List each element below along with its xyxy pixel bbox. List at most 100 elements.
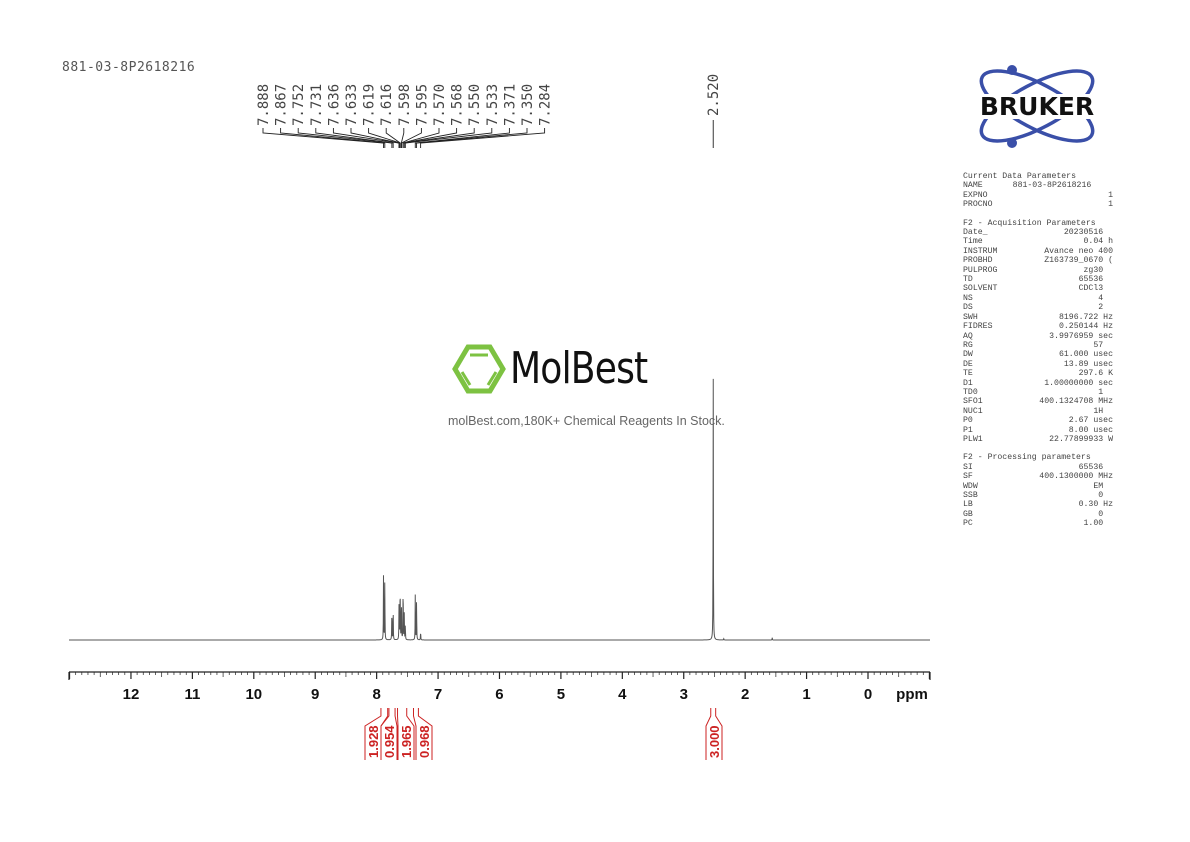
peak-label-leader bbox=[420, 128, 546, 148]
param-key: AQ bbox=[963, 331, 973, 341]
param-value: Z163739_0670 ( bbox=[1044, 256, 1113, 266]
param-key: NUC1 bbox=[963, 406, 983, 416]
integral-value: 0.968 bbox=[417, 725, 432, 758]
param-value: 8.00 usec bbox=[1068, 425, 1113, 435]
param-key: PULPROG bbox=[963, 265, 998, 275]
param-key: SFO1 bbox=[963, 397, 983, 407]
param-value: 1.00 bbox=[1083, 519, 1113, 529]
processing-params-section: F2 - Processing parameters SI 65536 SF 400… bbox=[963, 453, 1113, 528]
param-value: 1H bbox=[1093, 406, 1113, 416]
integral-bracket-right bbox=[406, 708, 415, 760]
param-key: Time bbox=[963, 237, 983, 247]
param-key: EXPNO bbox=[963, 190, 988, 200]
peak-label: 7.619 bbox=[362, 84, 378, 126]
param-value: 4 bbox=[1098, 293, 1113, 303]
param-row: DE 13.89 usec bbox=[963, 360, 1113, 369]
param-row: DS 2 bbox=[963, 303, 1113, 312]
param-key: PROCNO bbox=[963, 200, 993, 210]
param-row: TD 65536 bbox=[963, 275, 1113, 284]
peak-label-leader bbox=[401, 128, 422, 148]
param-row: SOLVENT CDCl3 bbox=[963, 284, 1113, 293]
peak-label-leader bbox=[414, 128, 510, 148]
param-row: Date_ 20230516 bbox=[963, 228, 1113, 237]
param-key: WDW bbox=[963, 481, 978, 491]
peak-label-leader bbox=[402, 128, 458, 148]
param-row: SFO1 400.1324708 MHz bbox=[963, 397, 1113, 406]
peak-label: 7.284 bbox=[538, 84, 554, 126]
param-value: 2 bbox=[1098, 303, 1113, 313]
x-axis-label: ppm bbox=[896, 686, 928, 703]
integral-value: 1.928 bbox=[366, 725, 381, 758]
param-key: SF bbox=[963, 472, 973, 482]
x-tick-label: 9 bbox=[311, 686, 319, 703]
param-row: SI 65536 bbox=[963, 463, 1113, 472]
param-row: AQ 3.9976959 sec bbox=[963, 332, 1113, 341]
param-row: NS 4 bbox=[963, 294, 1113, 303]
peak-label: 7.598 bbox=[397, 84, 413, 126]
param-key: LB bbox=[963, 500, 973, 510]
param-row: WDW EM bbox=[963, 482, 1113, 491]
param-value: 13.89 usec bbox=[1063, 359, 1113, 369]
peak-label: 7.616 bbox=[379, 84, 395, 126]
param-key: NS bbox=[963, 293, 973, 303]
x-tick-label: 3 bbox=[680, 686, 688, 703]
x-tick-label: 8 bbox=[372, 686, 380, 703]
param-value: zg30 bbox=[1083, 265, 1113, 275]
param-key: SOLVENT bbox=[963, 284, 998, 294]
integral-value: 1.965 bbox=[399, 725, 414, 758]
watermark-tagline: molBest.com,180K+ Chemical Reagents In S… bbox=[448, 414, 725, 428]
param-value: 22.77899933 W bbox=[1049, 434, 1113, 444]
peak-label: 7.595 bbox=[414, 84, 430, 126]
peak-label-leader bbox=[403, 128, 475, 148]
param-row: TD0 1 bbox=[963, 388, 1113, 397]
param-row: PULPROG zg30 bbox=[963, 266, 1113, 275]
param-value: 61.000 usec bbox=[1058, 350, 1113, 360]
peak-label: 2.520 bbox=[706, 74, 722, 116]
param-row: EXPNO 1 bbox=[963, 191, 1113, 200]
peak-label-leader bbox=[350, 128, 400, 148]
param-value: 1 bbox=[1098, 387, 1113, 397]
peak-label-leader bbox=[315, 128, 394, 148]
peak-label-leader bbox=[416, 128, 528, 148]
integral-value: 0.954 bbox=[382, 725, 397, 758]
param-key: SSB bbox=[963, 491, 978, 500]
peak-label: 7.752 bbox=[291, 84, 307, 126]
param-row: GB 0 bbox=[963, 510, 1113, 519]
param-key: TD0 bbox=[963, 387, 978, 397]
param-row: P0 2.67 usec bbox=[963, 416, 1113, 425]
param-row: SF 400.1300000 MHz bbox=[963, 472, 1113, 481]
param-key: SI bbox=[963, 462, 973, 472]
param-value: CDCl3 bbox=[1078, 284, 1113, 294]
spectrum-trace bbox=[69, 378, 930, 641]
section-title: F2 - Processing parameters bbox=[963, 453, 1091, 463]
param-row: INSTRUM Avance neo 400 bbox=[963, 247, 1113, 256]
param-key: PC bbox=[963, 519, 973, 529]
param-key: GB bbox=[963, 509, 973, 519]
integral-value: 3.000 bbox=[707, 725, 722, 758]
x-tick-label: 6 bbox=[495, 686, 503, 703]
param-key: FIDRES bbox=[963, 322, 993, 332]
integral-bracket-right bbox=[417, 708, 433, 760]
current-params-section: Current Data Parameters NAME 881-03-8P261… bbox=[963, 172, 1113, 210]
param-row: TE 297.6 K bbox=[963, 369, 1113, 378]
integral-bracket-right bbox=[394, 708, 398, 760]
acquisition-params-section: F2 - Acquisition Parameters Date_ 2023051… bbox=[963, 219, 1113, 445]
param-value: EM bbox=[1093, 481, 1113, 491]
x-tick-label: 0 bbox=[864, 686, 872, 703]
param-value: 0.250144 Hz bbox=[1058, 322, 1113, 332]
param-value: 8196.722 Hz bbox=[1058, 312, 1113, 322]
param-row: DW 61.000 usec bbox=[963, 350, 1113, 359]
integral-bracket-left bbox=[412, 708, 417, 760]
param-row: PC 1.00 bbox=[963, 519, 1113, 528]
param-row: SWH 8196.722 Hz bbox=[963, 313, 1113, 322]
param-key: D1 bbox=[963, 378, 973, 388]
param-key: INSTRUM bbox=[963, 246, 998, 256]
peak-label: 7.888 bbox=[256, 84, 272, 126]
integral-bracket-left bbox=[705, 708, 712, 760]
param-row: D1 1.00000000 sec bbox=[963, 379, 1113, 388]
x-tick-label: 7 bbox=[434, 686, 442, 703]
param-value: 20230516 bbox=[1063, 228, 1113, 238]
param-key: RG bbox=[963, 340, 973, 350]
